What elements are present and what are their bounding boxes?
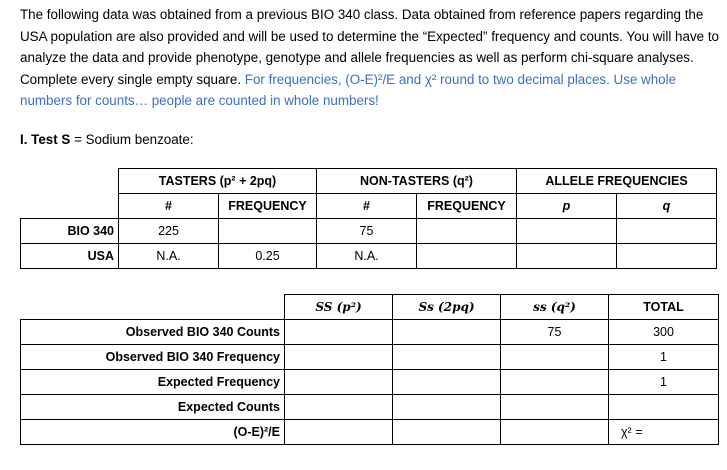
p-header: p <box>516 193 617 219</box>
total-header: TOTAL <box>608 294 719 320</box>
SS-cell[interactable] <box>284 344 393 370</box>
table-row: Observed BIO 340 Counts 75 300 <box>20 319 719 345</box>
tasters-frequency-cell[interactable] <box>218 218 317 244</box>
p-cell[interactable] <box>516 218 617 244</box>
allele-header: ALLELE FREQUENCIES <box>516 168 717 194</box>
tasters-header: TASTERS (p² + 2pq) <box>118 168 317 194</box>
q-cell[interactable] <box>616 243 717 269</box>
tasters-count-cell[interactable]: N.A. <box>118 243 219 269</box>
table-row: USA N.A. 0.25 N.A. <box>20 243 717 269</box>
q-header: q <box>616 193 717 219</box>
tasters-frequency-cell[interactable]: 0.25 <box>218 243 317 269</box>
tasters-count-cell[interactable]: 225 <box>118 218 219 244</box>
phenotype-table: TASTERS (p² + 2pq) NON-TASTERS (q²) ALLE… <box>20 168 717 269</box>
Ss-cell[interactable] <box>392 319 501 345</box>
row-label: BIO 340 <box>20 218 119 244</box>
Ss-cell[interactable] <box>392 419 501 445</box>
ss-cell[interactable]: 75 <box>500 319 609 345</box>
instructions-text: The following data was obtained from a p… <box>20 7 719 87</box>
row-label: (O-E)²/E <box>20 419 285 445</box>
table-row: (O-E)²/E χ² = <box>20 419 719 445</box>
nontasters-frequency-header: FREQUENCY <box>416 193 517 219</box>
tasters-frequency-header: FREQUENCY <box>218 193 317 219</box>
row-label: Observed BIO 340 Frequency <box>20 344 285 370</box>
total-cell[interactable]: 300 <box>608 319 719 345</box>
ss-cell[interactable] <box>500 344 609 370</box>
rounding-note: For frequencies, (O-E)²/E and χ² round t… <box>20 71 677 109</box>
chi-square-cell[interactable]: χ² = <box>608 419 719 445</box>
p-cell[interactable] <box>516 243 617 269</box>
table-row: Expected Counts <box>20 394 719 420</box>
total-cell[interactable] <box>608 394 719 420</box>
SS-cell[interactable] <box>284 419 393 445</box>
SS-cell[interactable] <box>284 369 393 395</box>
nontasters-count-header: # <box>316 193 417 219</box>
Ss-cell[interactable] <box>392 369 501 395</box>
Ss-header: Ss (2pq) <box>392 294 501 320</box>
Ss-cell[interactable] <box>392 394 501 420</box>
ss-cell[interactable] <box>500 394 609 420</box>
genotype-table: SS (p²) Ss (2pq) ss (q²) TOTAL Observed … <box>20 294 719 445</box>
tasters-count-header: # <box>118 193 219 219</box>
nontasters-count-cell[interactable]: N.A. <box>316 243 417 269</box>
section-title: I. Test S <box>20 132 71 147</box>
nontasters-header: NON-TASTERS (q²) <box>316 168 517 194</box>
SS-cell[interactable] <box>284 319 393 345</box>
row-label: Expected Frequency <box>20 369 285 395</box>
instructions: The following data was obtained from a p… <box>20 4 720 112</box>
total-cell[interactable]: 1 <box>608 344 719 370</box>
row-label: Expected Counts <box>20 394 285 420</box>
nontasters-frequency-cell[interactable] <box>416 243 517 269</box>
ss-cell[interactable] <box>500 369 609 395</box>
ss-header: ss (q²) <box>500 294 609 320</box>
q-cell[interactable] <box>616 218 717 244</box>
row-label: Observed BIO 340 Counts <box>20 319 285 345</box>
SS-header: SS (p²) <box>284 294 393 320</box>
nontasters-frequency-cell[interactable] <box>416 218 517 244</box>
ss-cell[interactable] <box>500 419 609 445</box>
nontasters-count-cell[interactable]: 75 <box>316 218 417 244</box>
table-row: BIO 340 225 75 <box>20 218 717 244</box>
section-subtitle: = Sodium benzoate: <box>70 132 194 147</box>
Ss-cell[interactable] <box>392 344 501 370</box>
table-row: Observed BIO 340 Frequency 1 <box>20 344 719 370</box>
total-cell[interactable]: 1 <box>608 369 719 395</box>
SS-cell[interactable] <box>284 394 393 420</box>
table-row: Expected Frequency 1 <box>20 369 719 395</box>
section-heading: I. Test S = Sodium benzoate: <box>20 132 194 147</box>
row-label: USA <box>20 243 119 269</box>
